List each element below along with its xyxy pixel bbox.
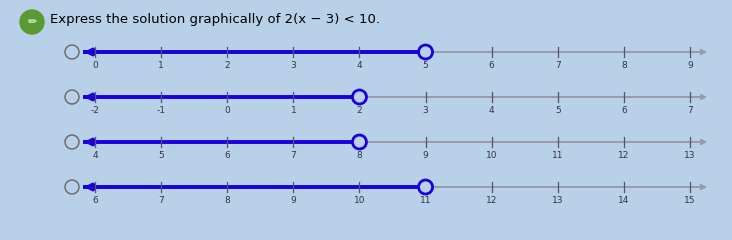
Text: 8: 8 [224,196,230,205]
Text: 1: 1 [291,106,296,115]
Text: 5: 5 [158,151,164,160]
Text: 7: 7 [555,61,561,70]
Text: 7: 7 [687,106,693,115]
Text: 15: 15 [684,196,695,205]
Text: 8: 8 [621,61,627,70]
Text: 5: 5 [555,106,561,115]
Text: 12: 12 [619,151,630,160]
Text: 5: 5 [422,61,428,70]
Text: 4: 4 [92,151,98,160]
Circle shape [352,90,367,104]
Circle shape [20,10,44,34]
Text: Express the solution graphically of 2(x − 3) < 10.: Express the solution graphically of 2(x … [50,13,380,26]
Text: 9: 9 [422,151,428,160]
Text: 9: 9 [291,196,296,205]
Text: 0: 0 [92,61,98,70]
Text: 2: 2 [225,61,230,70]
Circle shape [352,135,367,149]
Text: 2: 2 [356,106,362,115]
Text: 14: 14 [619,196,630,205]
Text: 7: 7 [291,151,296,160]
Text: 6: 6 [621,106,627,115]
Text: -2: -2 [91,106,100,115]
Text: 3: 3 [422,106,428,115]
Text: 1: 1 [158,61,164,70]
Text: 10: 10 [354,196,365,205]
Text: 10: 10 [486,151,498,160]
Text: 4: 4 [489,106,495,115]
Text: 8: 8 [356,151,362,160]
Text: 6: 6 [489,61,495,70]
Circle shape [419,180,433,194]
Text: 12: 12 [486,196,497,205]
Text: 11: 11 [420,196,431,205]
Text: 6: 6 [92,196,98,205]
Text: -1: -1 [157,106,165,115]
Text: 4: 4 [356,61,362,70]
Text: 13: 13 [552,196,564,205]
Text: 3: 3 [291,61,296,70]
Text: 9: 9 [687,61,693,70]
Text: 6: 6 [224,151,230,160]
Circle shape [419,45,433,59]
Text: 11: 11 [552,151,564,160]
Text: 13: 13 [684,151,695,160]
Text: 7: 7 [158,196,164,205]
Text: ✏: ✏ [27,17,37,27]
Text: 0: 0 [224,106,230,115]
